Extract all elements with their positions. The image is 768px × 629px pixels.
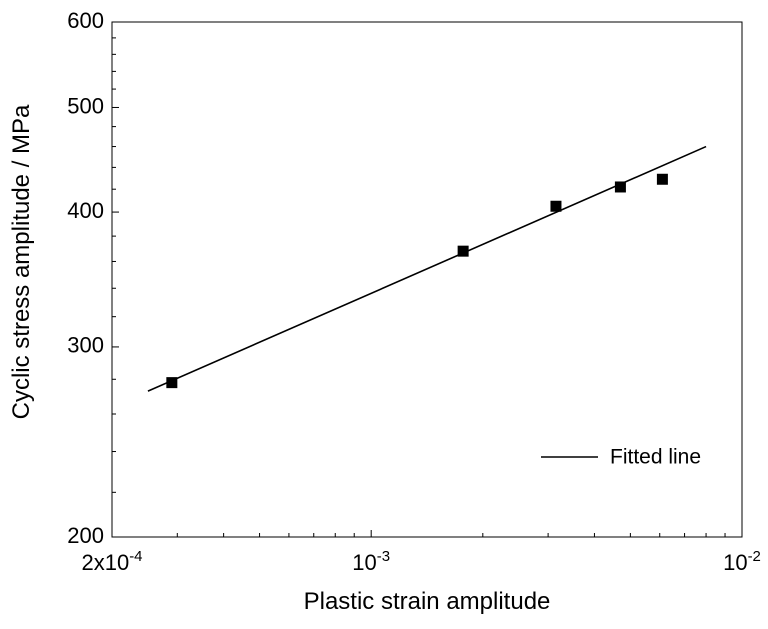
x-tick-labels: 2x10-4 10-3 10-2 [81, 548, 760, 575]
y-tick-labels: 200 300 400 500 600 [67, 8, 104, 548]
data-point [550, 200, 562, 212]
minor-ticks [111, 21, 743, 538]
data-point [166, 377, 178, 389]
series [147, 145, 707, 392]
data-point [457, 245, 469, 257]
x-tick-label: 2x10-4 [81, 548, 142, 575]
fitted-line [147, 145, 707, 392]
y-axis-label: Cyclic stress amplitude / MPa [8, 104, 35, 419]
x-tick-label: 10-3 [352, 548, 390, 575]
x-axis-label: Plastic strain amplitude [304, 588, 551, 615]
legend-label: Fitted line [610, 446, 701, 469]
y-tick-label: 200 [67, 523, 104, 548]
plot-frame [111, 21, 743, 538]
x-tick-label: 10-2 [723, 548, 761, 575]
y-tick-label: 300 [67, 333, 104, 358]
data-point [656, 173, 668, 185]
legend: Fitted line [541, 446, 701, 469]
data-point [614, 181, 626, 193]
y-tick-label: 600 [67, 8, 104, 33]
y-tick-label: 500 [67, 93, 104, 118]
y-tick-label: 400 [67, 198, 104, 223]
